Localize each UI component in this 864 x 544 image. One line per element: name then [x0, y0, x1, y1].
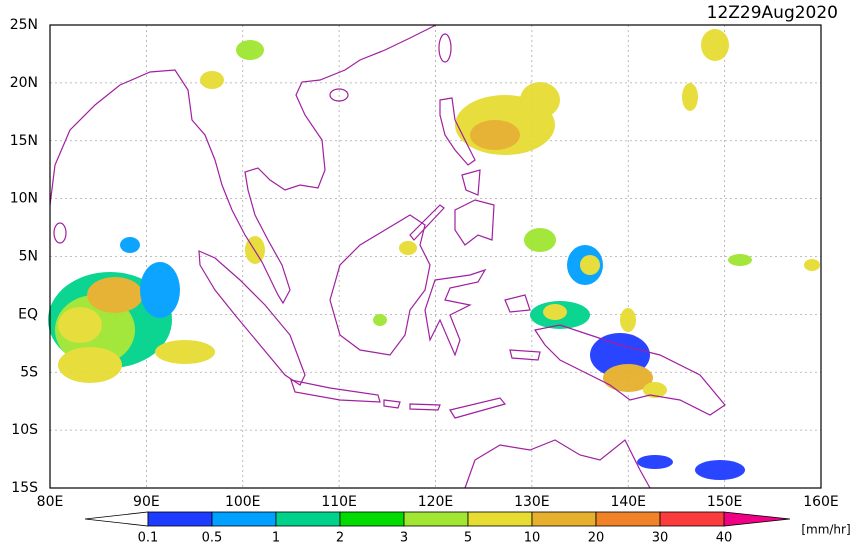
map-title: 12Z29Aug2020 — [707, 3, 838, 23]
colorbar-label: 30 — [652, 531, 669, 544]
colorbar-box — [659, 511, 725, 527]
lat-label: 15N — [10, 133, 38, 149]
lat-label: 20N — [10, 75, 38, 91]
colorbar-box — [211, 511, 277, 527]
colorbar-label: 40 — [716, 531, 733, 544]
colorbar-box — [403, 511, 469, 527]
lon-label: 90E — [133, 494, 160, 510]
colorbar-label: 1 — [272, 531, 280, 544]
colorbar-label: 0.1 — [138, 531, 159, 544]
lon-label: 160E — [803, 494, 839, 510]
colorbar-label: 5 — [464, 531, 472, 544]
lat-label: 5S — [20, 364, 38, 380]
lon-label: 140E — [610, 494, 646, 510]
lat-label: 5N — [19, 249, 38, 265]
lon-label: 110E — [321, 494, 357, 510]
lon-label: 100E — [225, 494, 261, 510]
lat-label: EQ — [18, 306, 38, 322]
colorbar-box — [339, 511, 405, 527]
lon-label: 150E — [707, 494, 743, 510]
lat-label: 10S — [11, 422, 38, 438]
lon-label: 130E — [514, 494, 550, 510]
colorbar-label: 10 — [524, 531, 541, 544]
colorbar-box — [531, 511, 597, 527]
colorbar-box — [147, 511, 213, 527]
lat-label: 25N — [10, 17, 38, 33]
grid — [50, 25, 821, 488]
map-frame — [49, 24, 822, 489]
lon-label: 80E — [37, 494, 64, 510]
colorbar-unit: [mm/hr] — [801, 523, 850, 537]
colorbar-label: 2 — [336, 531, 344, 544]
colorbar-box — [275, 511, 341, 527]
lon-label: 120E — [418, 494, 454, 510]
colorbar — [84, 511, 791, 527]
lat-label: 10N — [10, 191, 38, 207]
colorbar-label: 20 — [588, 531, 605, 544]
colorbar-label: 0.5 — [202, 531, 223, 544]
colorbar-box — [595, 511, 661, 527]
coastlines — [49, 24, 726, 489]
colorbar-box — [467, 511, 533, 527]
lat-label: 15S — [11, 480, 38, 496]
colorbar-label: 3 — [400, 531, 408, 544]
precipitation — [48, 29, 820, 480]
